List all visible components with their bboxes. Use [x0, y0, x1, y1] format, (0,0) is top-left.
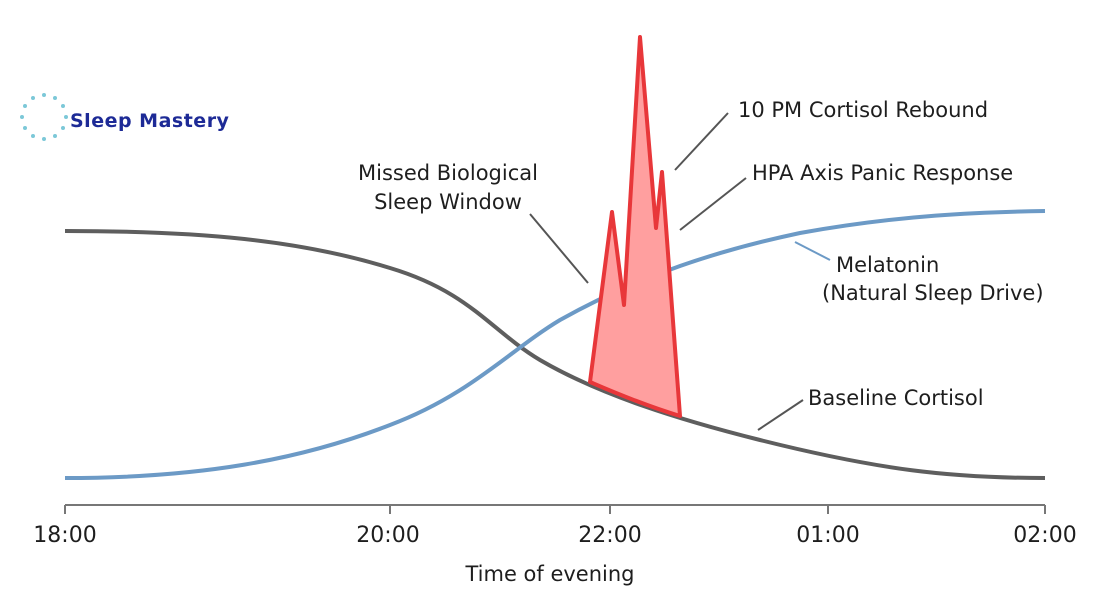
leader-line: [794, 241, 831, 261]
annotation: Sleep Window: [374, 190, 522, 214]
x-tick-label: 02:00: [1013, 523, 1076, 548]
x-axis: [64, 504, 1046, 514]
brand-name: Sleep Mastery: [70, 110, 230, 132]
x-tick-label: 18:00: [33, 523, 96, 548]
leader-line: [529, 213, 589, 284]
annotation: Baseline Cortisol: [808, 386, 984, 410]
annotation: Melatonin: [836, 253, 939, 277]
cortisol-spike: [588, 35, 682, 418]
leader-line: [757, 399, 804, 431]
annotation: 10 PM Cortisol Rebound: [738, 98, 988, 122]
x-tick-label: 22:00: [578, 523, 641, 548]
x-tick-label: 01:00: [796, 523, 859, 548]
x-tick-label: 20:00: [356, 523, 419, 548]
brand-logo: [20, 93, 68, 141]
leader-line: [674, 112, 729, 171]
annotation: (Natural Sleep Drive): [822, 281, 1044, 305]
cortisol-curve: [64, 229, 1046, 480]
leader-line: [679, 177, 747, 231]
annotation: HPA Axis Panic Response: [752, 161, 1013, 185]
x-axis-title: Time of evening: [464, 562, 634, 586]
annotation: Missed Biological: [358, 161, 538, 185]
melatonin-curve: [64, 209, 1046, 480]
